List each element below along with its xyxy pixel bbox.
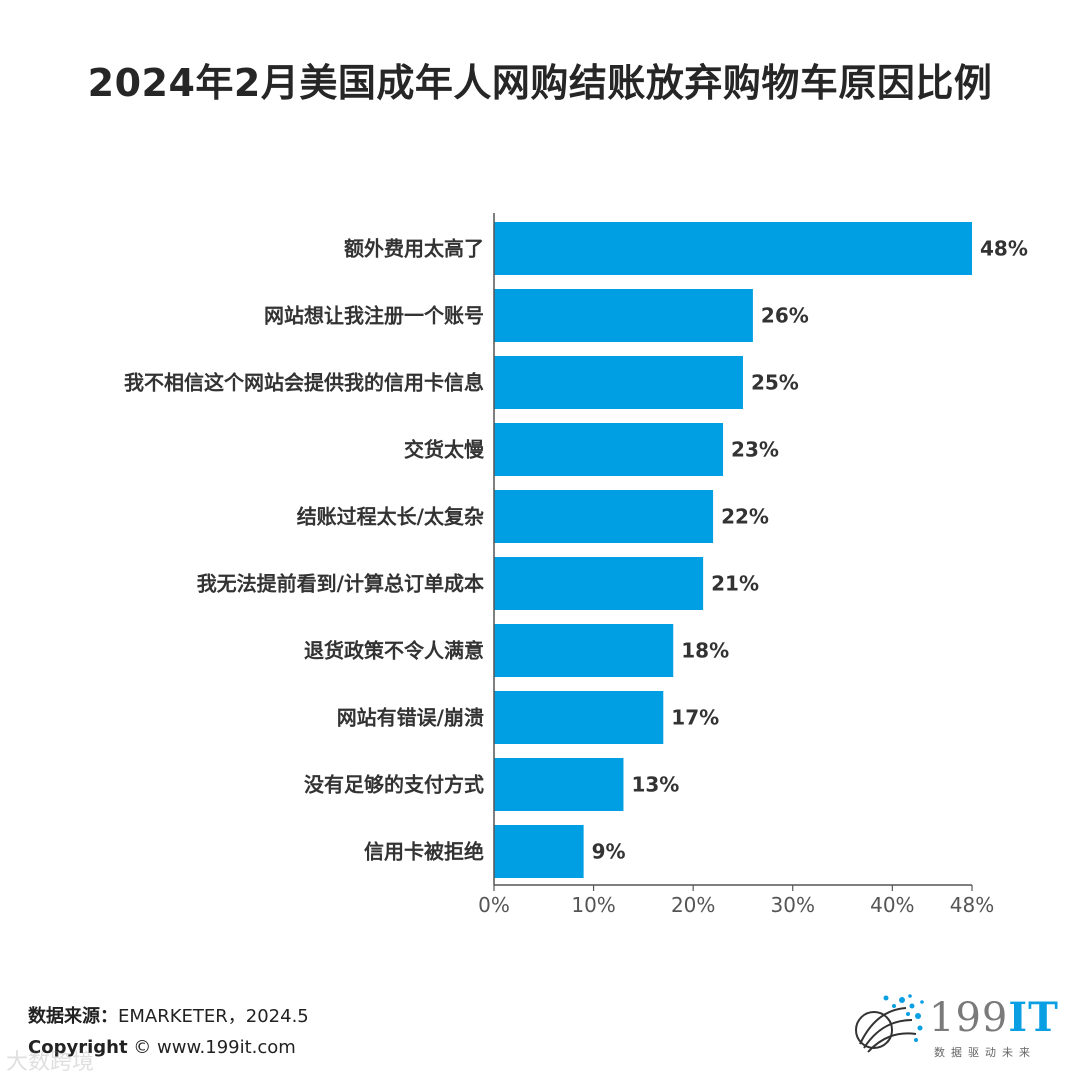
- source-value: EMARKETER，2024.5: [118, 1006, 309, 1027]
- data-label-4: 23%: [731, 438, 779, 462]
- x-tick-label-1: 0%: [478, 893, 510, 917]
- category-label-9: 没有足够的支付方式: [304, 773, 484, 797]
- data-source: 数据来源：EMARKETER，2024.5: [28, 1002, 309, 1028]
- data-label-9: 13%: [631, 773, 679, 797]
- bar-3: [494, 356, 743, 409]
- category-label-4: 交货太慢: [404, 438, 485, 462]
- data-label-8: 17%: [671, 706, 719, 730]
- x-tick-label-3: 20%: [671, 893, 715, 917]
- category-label-7: 退货政策不令人满意: [304, 639, 484, 663]
- bar-5: [494, 490, 714, 543]
- data-label-7: 18%: [681, 639, 729, 663]
- bar-9: [494, 758, 624, 811]
- category-label-1: 额外费用太高了: [344, 237, 484, 261]
- bar-7: [494, 624, 674, 677]
- logo-tagline: 数据驱动未来: [934, 1046, 1036, 1059]
- copyright-label: Copyright: [28, 1037, 128, 1058]
- category-label-6: 我无法提前看到/计算总订单成本: [197, 572, 484, 596]
- data-label-6: 21%: [711, 572, 759, 596]
- category-label-5: 结账过程太长/太复杂: [297, 505, 484, 529]
- x-tick-label-2: 10%: [571, 893, 615, 917]
- category-label-10: 信用卡被拒绝: [364, 840, 484, 864]
- watermark: 大数跨境: [6, 1050, 95, 1075]
- category-label-3: 我不相信这个网站会提供我的信用卡信息: [124, 371, 484, 395]
- bar-6: [494, 557, 704, 610]
- logo-wordmark: 199IT: [929, 994, 1059, 1041]
- bar-4: [494, 423, 724, 476]
- data-label-2: 26%: [761, 304, 809, 328]
- x-tick-label-5: 40%: [870, 893, 914, 917]
- data-label-5: 22%: [721, 505, 769, 529]
- logo-it: IT: [1008, 994, 1059, 1041]
- brand-logo: 199IT 数据驱动未来: [846, 990, 1066, 1065]
- x-tick-label-4: 30%: [771, 893, 815, 917]
- bar-2: [494, 289, 753, 342]
- x-tick-label-6: 48%: [950, 893, 994, 917]
- copyright: Copyright © www.199it.com: [28, 1037, 296, 1058]
- bar-10: [494, 825, 584, 878]
- chart-title: 2024年2月美国成年人网购结账放弃购物车原因比例: [87, 61, 993, 105]
- category-label-8: 网站有错误/崩溃: [337, 706, 484, 730]
- data-label-1: 48%: [980, 237, 1028, 261]
- source-label: 数据来源：: [28, 1006, 118, 1027]
- category-label-2: 网站想让我注册一个账号: [264, 304, 484, 328]
- copyright-value: © www.199it.com: [133, 1037, 296, 1058]
- bar-1: [494, 222, 972, 275]
- data-label-10: 9%: [592, 840, 626, 864]
- logo-number: 199: [929, 995, 1009, 1041]
- bar-8: [494, 691, 664, 744]
- dot-swirl-icon: [855, 994, 924, 1053]
- data-label-3: 25%: [751, 371, 799, 395]
